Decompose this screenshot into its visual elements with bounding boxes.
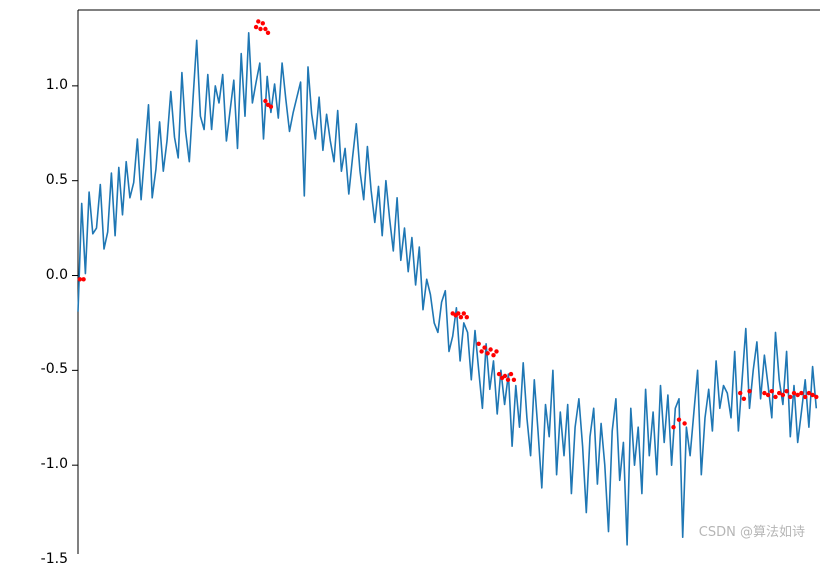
scatter-point bbox=[479, 349, 483, 353]
scatter-point bbox=[465, 315, 469, 319]
scatter-point bbox=[738, 391, 742, 395]
scatter-point bbox=[770, 389, 774, 393]
y-tick-label: 0.0 bbox=[18, 267, 68, 283]
scatter-point bbox=[266, 31, 270, 35]
scatter-point bbox=[671, 425, 675, 429]
scatter-point bbox=[509, 372, 513, 376]
scatter-point bbox=[788, 395, 792, 399]
scatter-point bbox=[781, 393, 785, 397]
scatter-point bbox=[456, 311, 460, 315]
line-chart bbox=[0, 0, 840, 554]
scatter-point bbox=[258, 27, 262, 31]
scatter-point bbox=[482, 345, 486, 349]
scatter-point bbox=[742, 397, 746, 401]
scatter-point bbox=[488, 347, 492, 351]
scatter-point bbox=[477, 342, 481, 346]
scatter-point bbox=[256, 19, 260, 23]
chart-container: -1.5-1.0-0.50.00.51.0 CSDN @算法如诗 bbox=[0, 0, 840, 554]
scatter-point bbox=[263, 99, 267, 103]
scatter-point bbox=[503, 374, 507, 378]
scatter-point bbox=[261, 21, 265, 25]
scatter-point bbox=[766, 393, 770, 397]
scatter-point bbox=[81, 277, 85, 281]
scatter-point bbox=[784, 389, 788, 393]
scatter-point bbox=[677, 418, 681, 422]
y-tick-label: -1.5 bbox=[18, 551, 68, 567]
scatter-point bbox=[773, 395, 777, 399]
scatter-point bbox=[747, 389, 751, 393]
scatter-point bbox=[512, 378, 516, 382]
scatter-point bbox=[263, 27, 267, 31]
scatter-point bbox=[485, 351, 489, 355]
scatter-point bbox=[803, 395, 807, 399]
scatter-point bbox=[494, 349, 498, 353]
scatter-point bbox=[269, 105, 273, 109]
y-tick-label: -1.0 bbox=[18, 456, 68, 472]
y-tick-label: 1.0 bbox=[18, 77, 68, 93]
scatter-point bbox=[799, 391, 803, 395]
watermark: CSDN @算法如诗 bbox=[699, 521, 805, 540]
plot-background bbox=[0, 0, 840, 554]
scatter-point bbox=[814, 395, 818, 399]
scatter-point bbox=[459, 315, 463, 319]
scatter-point bbox=[682, 421, 686, 425]
scatter-point bbox=[497, 372, 501, 376]
scatter-point bbox=[491, 353, 495, 357]
scatter-point bbox=[462, 311, 466, 315]
y-tick-label: 0.5 bbox=[18, 172, 68, 188]
scatter-point bbox=[254, 25, 258, 29]
y-tick-label: -0.5 bbox=[18, 361, 68, 377]
scatter-point bbox=[506, 378, 510, 382]
